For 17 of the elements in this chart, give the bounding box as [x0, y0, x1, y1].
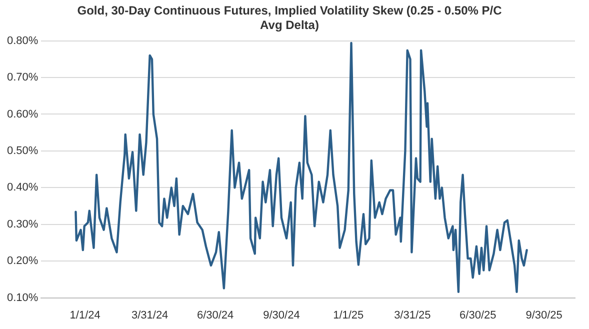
- y-tick-label: 0.50%: [6, 144, 38, 157]
- x-tick-label: 1/1/25: [333, 309, 364, 322]
- chart-title: Gold, 30-Day Continuous Futures, Implied Volatility Skew (0.25 - 0.50% P/C Avg Delta): [77, 4, 502, 32]
- y-tick-label: 0.10%: [6, 292, 38, 304]
- y-tick-label: 0.60%: [6, 108, 38, 120]
- y-tick-label: 0.30%: [6, 218, 38, 230]
- y-tick-label: 0.40%: [6, 182, 38, 194]
- x-tick-label: 3/31/24: [131, 309, 168, 322]
- x-tick-label: 3/31/25: [394, 309, 431, 322]
- y-tick-label: 0.80%: [6, 34, 38, 47]
- x-tick-label: 6/30/25: [460, 309, 496, 322]
- x-tick-label: 9/30/25: [526, 309, 562, 322]
- x-tick-label: 1/1/24: [70, 309, 100, 322]
- y-tick-label: 0.20%: [6, 255, 38, 268]
- x-tick-label: 9/30/24: [263, 309, 300, 322]
- y-tick-label: 0.70%: [6, 72, 38, 84]
- x-tick-label: 6/30/24: [196, 309, 234, 322]
